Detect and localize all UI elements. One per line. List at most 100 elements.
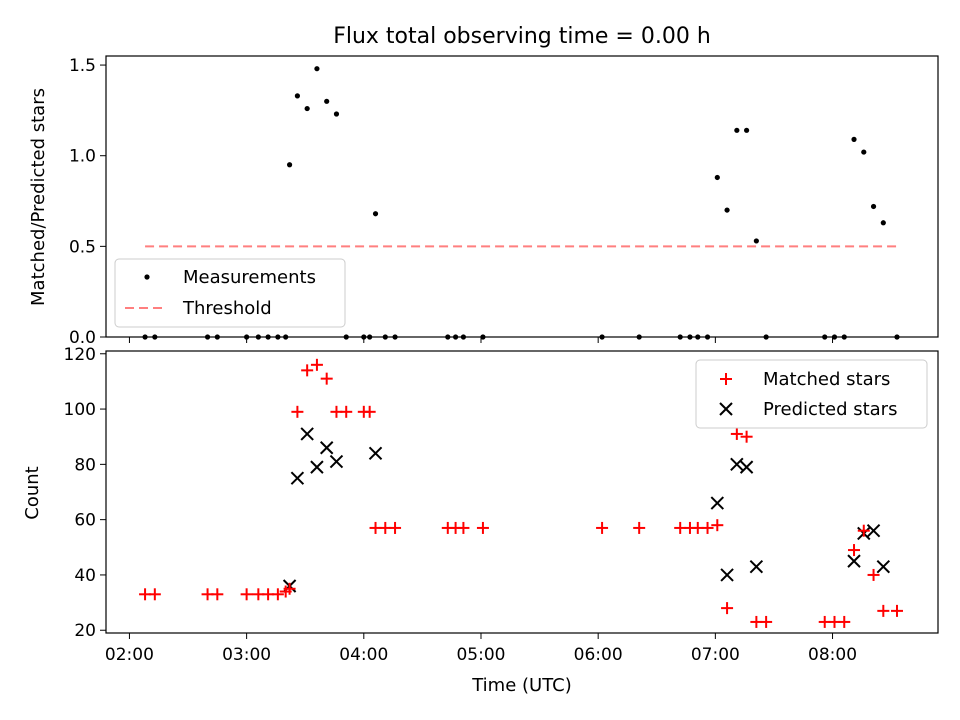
bottom-legend-box — [695, 359, 928, 429]
matched-star-marker — [857, 524, 870, 537]
bottom-y-ticks: 20 40 60 80 100 120 — [64, 345, 106, 641]
matched-star-marker — [760, 615, 773, 628]
top-y-tick-label: 1.0 — [69, 147, 96, 167]
legend-measurements-marker — [144, 274, 150, 280]
measurement-point — [870, 203, 877, 210]
predicted-star-marker — [368, 446, 383, 461]
legend-predicted-marker — [719, 402, 733, 416]
matched-star-marker — [148, 588, 161, 601]
measurement-point — [714, 174, 720, 181]
measurement-point — [753, 238, 759, 244]
bottom-y-tick-label: 40 — [74, 566, 96, 586]
predicted-star-marker — [319, 441, 334, 455]
predicted-star-marker — [329, 454, 344, 469]
top-x-ticks — [128, 337, 834, 343]
bottom-x-ticks: 02:00 03:00 04:00 05:00 06:00 07:00 08:00 — [105, 633, 857, 665]
matched-star-marker — [320, 372, 333, 385]
top-panel: 0.0 0.5 1.0 1.5 Matched/Predicted stars Mea… — [28, 55, 939, 348]
measurement-points-layer — [142, 66, 900, 340]
predicted-star-marker — [749, 559, 764, 574]
matched-star-marker — [340, 405, 353, 418]
matched-star-marker — [633, 521, 646, 534]
predicted-star-marker — [720, 568, 734, 582]
matched-star-marker — [867, 568, 880, 581]
matched-star-marker — [848, 544, 861, 557]
measurement-point — [851, 136, 857, 142]
predicted-star-marker — [730, 457, 744, 472]
bottom-y-tick-label: 80 — [74, 455, 96, 475]
measurement-point — [880, 220, 886, 226]
top-y-ticks: 0.0 0.5 1.0 1.5 — [69, 56, 106, 348]
predicted-star-marker — [300, 427, 314, 441]
matched-star-marker — [211, 588, 224, 601]
bottom-legend: Matched stars Predicted stars — [695, 359, 928, 429]
top-y-axis-label: Matched/Predicted stars — [28, 88, 49, 306]
predicted-star-marker — [310, 460, 324, 474]
x-axis-label: Time (UTC) — [471, 675, 572, 696]
top-y-tick-label: 1.5 — [69, 56, 96, 76]
x-tick-label: 07:00 — [691, 645, 740, 665]
legend-matched-label: Matched stars — [763, 369, 890, 390]
matched-star-marker — [283, 582, 296, 595]
measurement-point — [861, 149, 867, 155]
legend-threshold-label: Threshold — [182, 298, 272, 319]
matched-star-marker — [701, 521, 714, 534]
measurement-point — [294, 93, 300, 99]
top-legend: Measurements Threshold — [114, 258, 346, 328]
matched-star-marker — [363, 405, 376, 418]
predicted-markers-layer — [282, 427, 891, 593]
predicted-star-marker — [739, 460, 754, 474]
matched-star-marker — [291, 405, 304, 418]
predicted-star-marker — [876, 559, 891, 574]
matched-star-marker — [596, 521, 609, 534]
measurement-point — [734, 127, 740, 133]
matched-star-marker — [890, 604, 903, 617]
measurement-point — [333, 111, 340, 117]
measurement-point — [724, 207, 730, 213]
legend-measurements-label: Measurements — [183, 267, 316, 288]
legend-predicted-label: Predicted stars — [763, 399, 897, 420]
matched-star-marker — [301, 364, 314, 377]
x-tick-label: 03:00 — [222, 645, 271, 665]
top-chart-title: Flux total observing time = 0.00 h — [333, 24, 711, 49]
measurement-point — [286, 162, 293, 168]
bottom-y-tick-label: 100 — [64, 400, 96, 420]
bottom-panel: 20 40 60 80 100 120 02:00 03:00 04:00 05:00 06:00… — [22, 345, 939, 696]
measurement-point — [304, 105, 310, 112]
x-tick-label: 08:00 — [808, 645, 857, 665]
predicted-star-marker — [710, 496, 725, 510]
predicted-star-marker — [866, 523, 881, 538]
measurement-point — [314, 66, 320, 72]
top-plot-frame — [105, 55, 939, 338]
measurement-point — [372, 211, 379, 217]
predicted-star-marker — [290, 471, 305, 485]
matched-star-marker — [730, 427, 743, 440]
top-y-tick-label: 0.5 — [69, 237, 96, 257]
bottom-plot-frame — [105, 350, 939, 634]
top-y-tick-label: 0.0 — [69, 328, 96, 348]
matched-star-marker — [838, 615, 851, 628]
bottom-y-tick-label: 120 — [64, 345, 96, 365]
bottom-y-tick-label: 20 — [74, 621, 96, 641]
matched-star-marker — [711, 519, 724, 532]
matched-star-marker — [721, 602, 734, 615]
measurement-point — [744, 127, 750, 133]
matched-star-marker — [476, 521, 489, 534]
matched-star-marker — [457, 521, 470, 534]
legend-matched-marker — [720, 373, 732, 385]
bottom-y-axis-label: Count — [22, 466, 43, 519]
bottom-y-tick-label: 60 — [74, 511, 96, 531]
matched-star-marker — [389, 521, 402, 534]
matched-star-marker — [271, 588, 284, 601]
x-tick-label: 05:00 — [456, 645, 505, 665]
x-tick-label: 04:00 — [339, 645, 388, 665]
matched-star-marker — [240, 588, 253, 601]
matched-star-marker — [877, 604, 890, 617]
measurement-point — [324, 98, 330, 104]
predicted-star-marker — [847, 554, 861, 568]
x-tick-label: 02:00 — [105, 645, 154, 665]
matched-markers-layer — [139, 358, 903, 628]
top-legend-box — [114, 258, 346, 328]
matched-star-marker — [310, 358, 323, 371]
